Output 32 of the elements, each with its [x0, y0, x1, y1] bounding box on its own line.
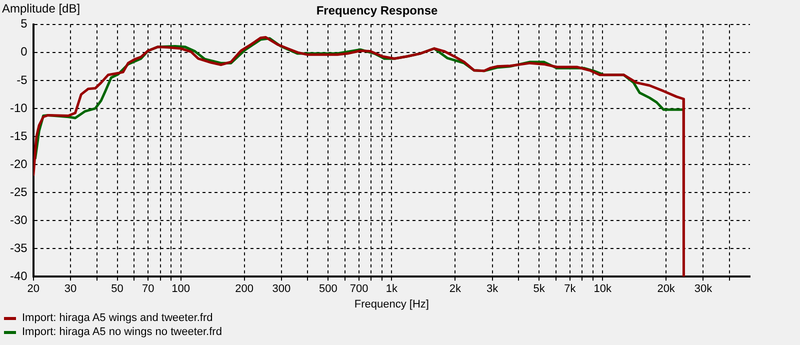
- y-tick-label: -15: [10, 128, 28, 143]
- x-tick-label: 2k: [449, 283, 462, 296]
- x-tick-label: 30: [64, 283, 77, 296]
- y-tick-label: -10: [10, 100, 28, 115]
- x-tick-label: 20k: [657, 283, 676, 296]
- x-tick-label: 7k: [564, 283, 576, 296]
- chart-title: Frequency Response: [316, 4, 438, 18]
- y-tick-label: -35: [10, 240, 28, 255]
- legend-label: Import: hiraga A5 wings and tweeter.frd: [22, 312, 213, 324]
- x-tick-label: 70: [142, 283, 154, 296]
- x-tick-label: 200: [235, 283, 254, 296]
- y-tick-label: -30: [10, 212, 28, 227]
- x-tick-label: 5k: [533, 283, 546, 296]
- x-tick-label: 700: [350, 283, 368, 296]
- x-tick-label: 1k: [386, 283, 398, 296]
- y-tick-label: -20: [10, 156, 28, 171]
- y-tick-label: 0: [20, 44, 28, 59]
- x-tick-label: 30k: [694, 283, 713, 296]
- x-axis-title: Frequency [Hz]: [354, 298, 429, 310]
- legend-label: Import: hiraga A5 no wings no tweeter.frd: [22, 326, 222, 338]
- x-tick-label: 3k: [486, 283, 499, 296]
- y-tick-label: -40: [10, 268, 28, 283]
- x-tick-label: 20: [27, 283, 40, 296]
- y-tick-label: -5: [16, 72, 28, 87]
- x-tick-label: 10k: [594, 283, 612, 296]
- x-tick-label: 500: [319, 283, 338, 296]
- y-tick-label: -25: [10, 184, 28, 199]
- x-tick-label: 100: [172, 283, 190, 296]
- y-tick-label: 5: [20, 16, 28, 31]
- x-tick-label: 50: [111, 283, 124, 296]
- x-tick-label: 300: [272, 283, 291, 296]
- y-axis-title: Amplitude [dB]: [2, 1, 80, 16]
